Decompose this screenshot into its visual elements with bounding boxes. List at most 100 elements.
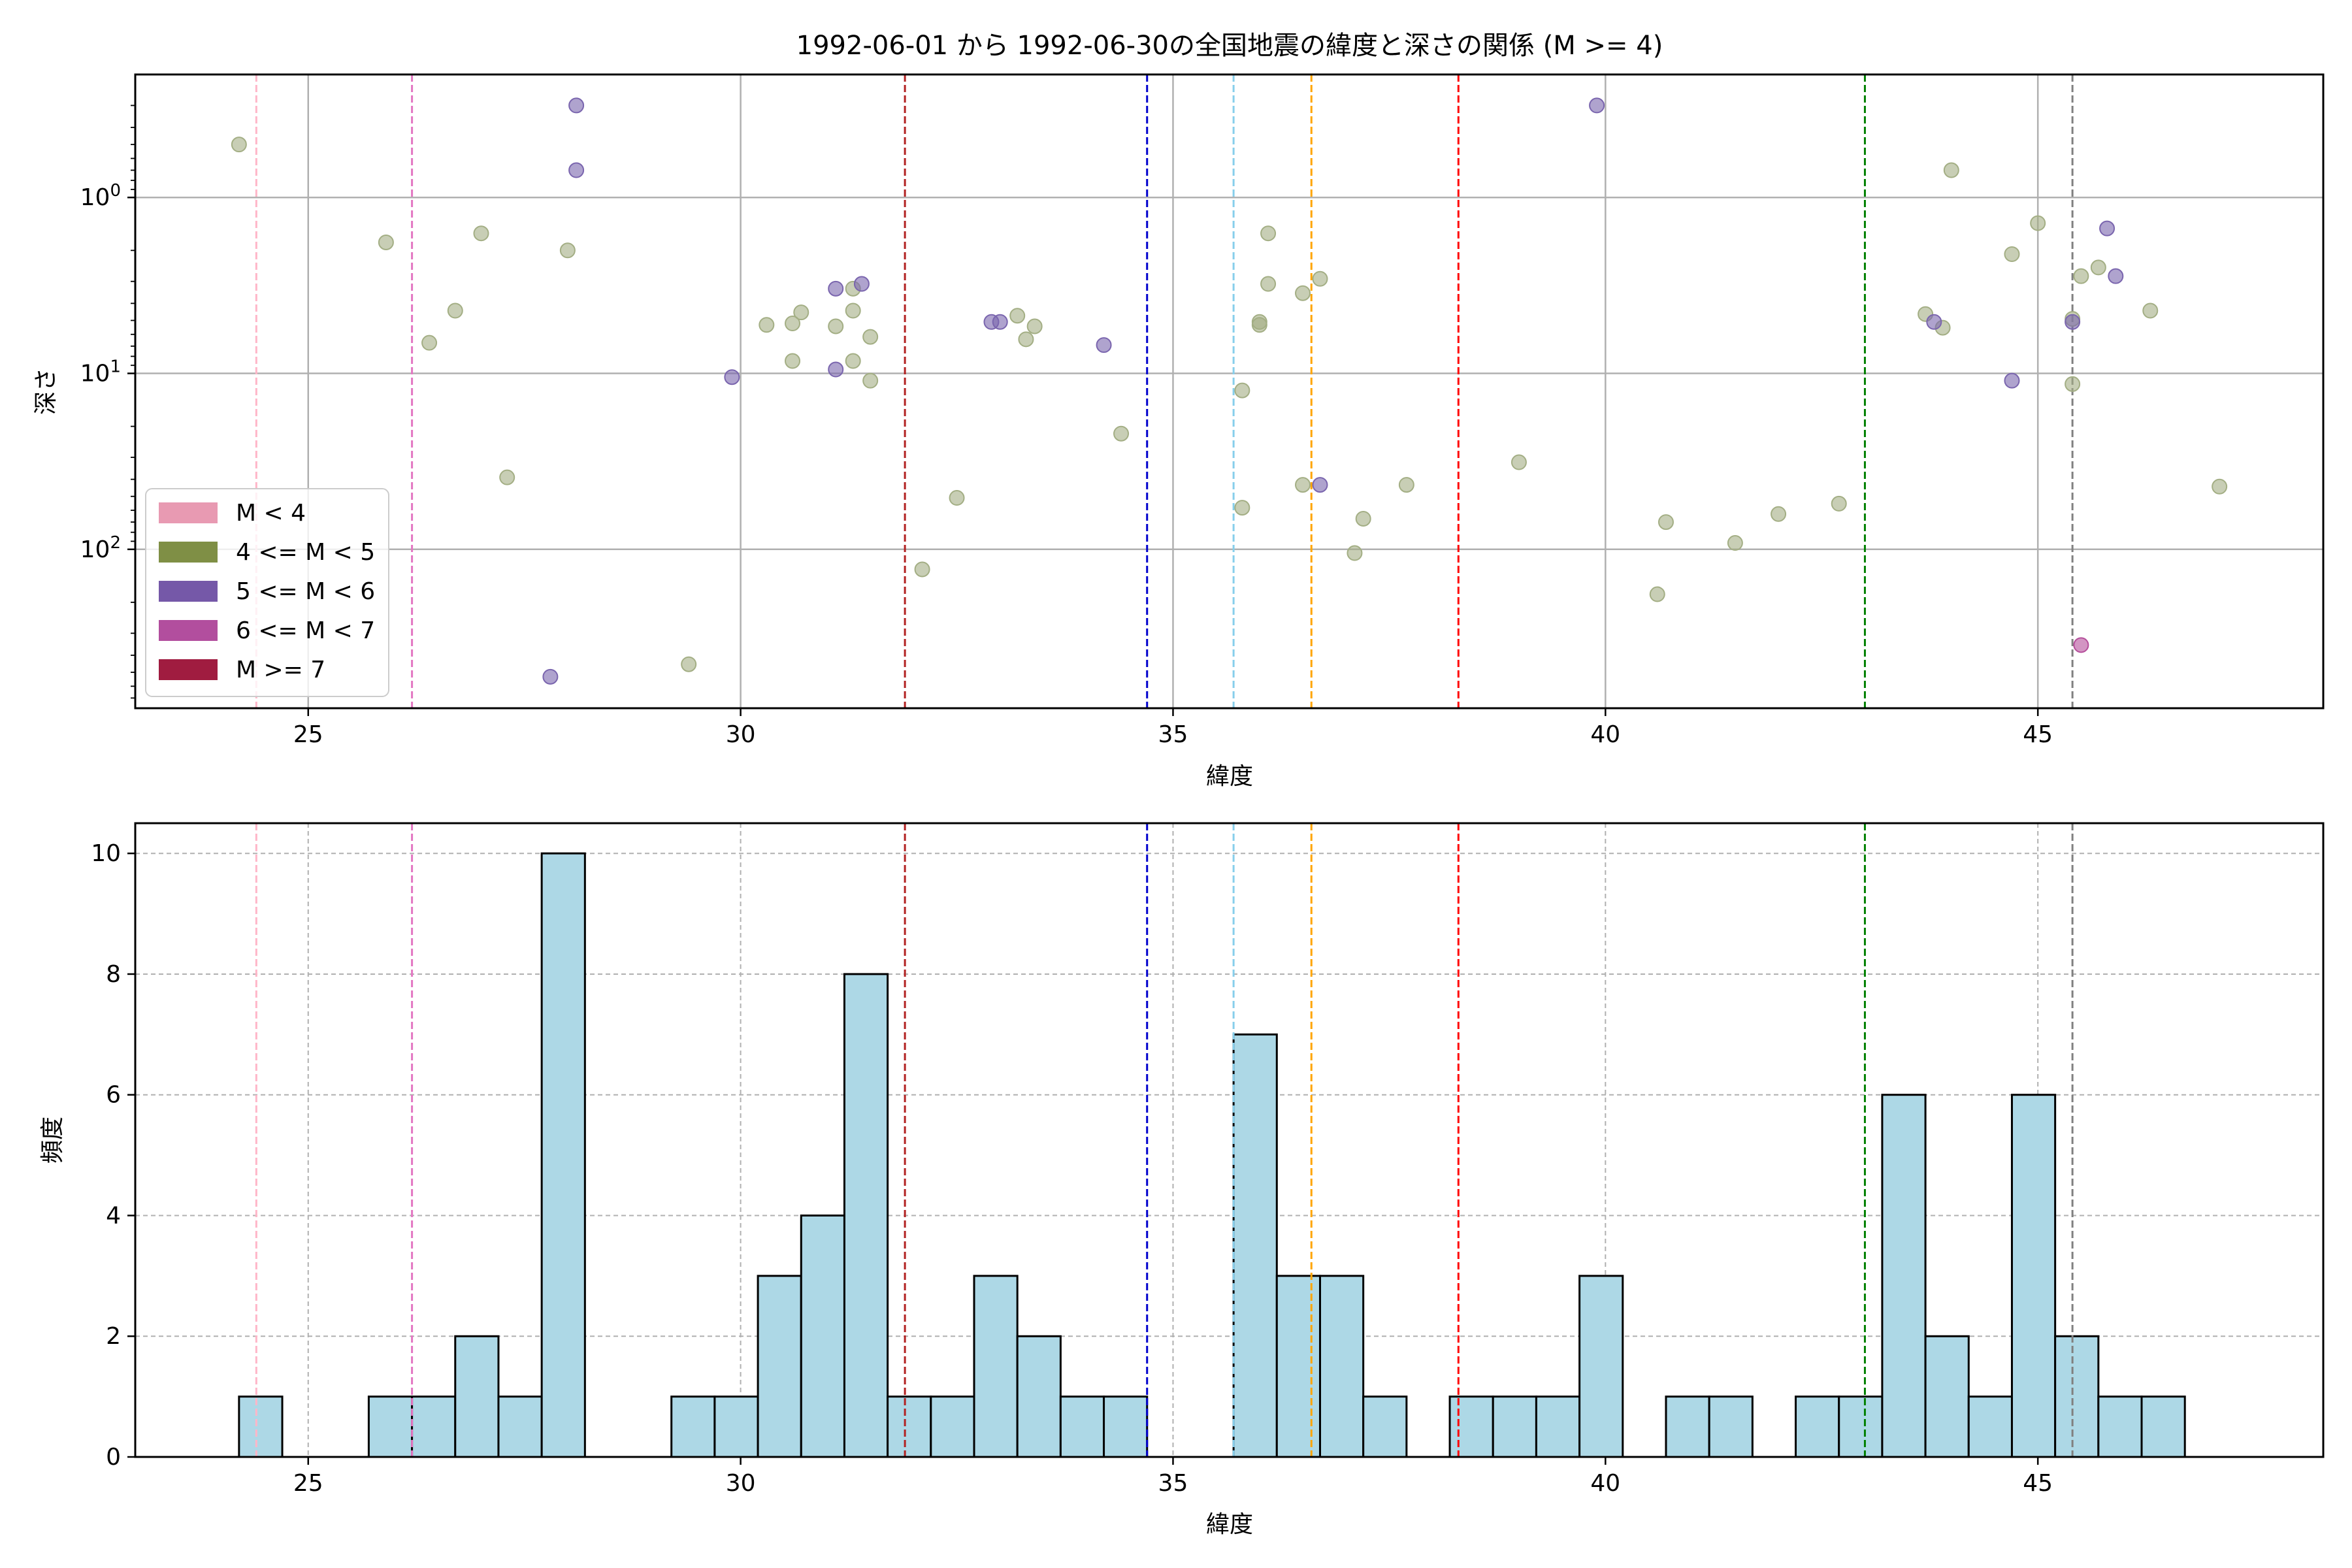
histogram-bar: [713, 1396, 759, 1458]
data-point: [421, 335, 438, 351]
legend-label: 6 <= M < 7: [236, 617, 375, 644]
histogram-bar: [1535, 1396, 1581, 1458]
y-tick-label: 4: [106, 1202, 121, 1229]
data-point: [2073, 268, 2089, 284]
legend: M < 4 4 <= M < 5 5 <= M < 6 6 <= M < 7 M…: [145, 488, 389, 697]
y-tick-label: 100: [80, 181, 121, 211]
x-tick-label: 30: [726, 721, 756, 748]
scatter-grid: [135, 74, 2323, 708]
histogram-bar: [1578, 1275, 1624, 1458]
data-point: [785, 316, 801, 332]
legend-item: 6 <= M < 7: [159, 617, 375, 644]
histogram-bar: [454, 1335, 500, 1458]
y-tick-label: 6: [106, 1082, 121, 1109]
histogram-bar: [670, 1396, 716, 1458]
histogram-bar: [1967, 1396, 2013, 1458]
legend-label: 5 <= M < 6: [236, 578, 375, 605]
data-point: [2004, 372, 2020, 389]
scatter-reference-lines: [255, 74, 2074, 708]
data-point: [845, 353, 861, 369]
histogram-x-ticks: 25 30 35 40 45: [293, 1457, 2053, 1497]
data-point: [853, 276, 870, 292]
data-point: [1113, 425, 1130, 442]
x-tick-label: 25: [293, 721, 323, 748]
histogram-bar: [1665, 1396, 1710, 1458]
data-point: [1589, 97, 1605, 114]
histogram-bar: [2140, 1396, 2186, 1458]
histogram-reference-lines: [255, 823, 2074, 1457]
scatter-y-axis-label: 深さ: [33, 368, 59, 415]
data-point: [1926, 314, 1942, 330]
legend-swatch: [159, 659, 218, 680]
data-point: [681, 656, 697, 672]
histogram-x-axis-label: 緯度: [1206, 1511, 1253, 1538]
y-tick-label: 8: [106, 961, 121, 988]
data-point: [1312, 477, 1328, 493]
histogram-bar: [2097, 1396, 2143, 1458]
data-point: [2004, 246, 2020, 262]
data-point: [568, 162, 585, 178]
data-point: [1295, 285, 1311, 301]
histogram-bar: [1059, 1396, 1105, 1458]
legend-item: M < 4: [159, 500, 306, 527]
data-point: [568, 97, 585, 114]
histogram-bar: [973, 1275, 1019, 1458]
data-point: [1234, 500, 1250, 516]
data-point: [862, 372, 879, 389]
data-point: [1355, 510, 1371, 527]
scatter-points: [231, 97, 2228, 685]
histogram-bar: [1795, 1396, 1840, 1458]
data-point: [793, 304, 809, 321]
chart-title: 1992-06-01 から 1992-06-30の全国地震の緯度と深さの関係 (…: [796, 31, 1663, 61]
data-point: [1831, 495, 1847, 512]
x-tick-label: 45: [2023, 721, 2053, 748]
x-tick-label: 40: [1590, 721, 1620, 748]
data-point: [1727, 535, 1743, 551]
histogram-bar: [411, 1396, 457, 1458]
data-point: [1943, 162, 1959, 178]
histogram-bar: [238, 1396, 284, 1458]
data-point: [1026, 318, 1043, 335]
legend-swatch: [159, 581, 218, 602]
histogram-bar: [1016, 1335, 1062, 1458]
x-tick-label: 30: [726, 1470, 756, 1497]
legend-swatch: [159, 620, 218, 641]
data-point: [914, 561, 930, 578]
histogram-plot-frame: [134, 822, 2325, 1458]
data-point: [378, 234, 394, 250]
data-point: [1347, 545, 1363, 561]
data-point: [2073, 637, 2089, 653]
data-point: [724, 369, 740, 385]
histogram-bar: [1275, 1275, 1321, 1458]
data-point: [2090, 259, 2106, 276]
y-tick-label: 10: [91, 840, 121, 867]
data-point: [2099, 220, 2115, 237]
legend-label: M < 4: [236, 500, 306, 527]
histogram-bar: [1448, 1396, 1494, 1458]
data-point: [828, 318, 844, 335]
data-point: [1658, 514, 1674, 531]
data-point: [1398, 477, 1414, 493]
histogram-bar: [1708, 1396, 1754, 1458]
histogram-bar: [757, 1275, 802, 1458]
histogram-bar: [1838, 1396, 1884, 1458]
legend-label: M >= 7: [236, 657, 325, 683]
x-tick-label: 25: [293, 1470, 323, 1497]
data-point: [828, 361, 844, 378]
scatter-x-ticks: 25 30 35 40 45: [293, 708, 2053, 748]
data-point: [828, 280, 844, 297]
histogram-bars: [238, 852, 2186, 1458]
data-point: [1009, 308, 1026, 324]
histogram-bar: [1924, 1335, 1970, 1458]
data-point: [949, 490, 965, 506]
data-point: [1295, 477, 1311, 493]
data-point: [1251, 317, 1267, 333]
histogram-bar: [2010, 1094, 2057, 1458]
legend-item: M >= 7: [159, 657, 325, 683]
histogram-bar: [930, 1396, 975, 1458]
data-point: [992, 314, 1008, 330]
data-point: [1312, 270, 1328, 287]
data-point: [759, 317, 775, 333]
data-point: [1771, 506, 1787, 522]
